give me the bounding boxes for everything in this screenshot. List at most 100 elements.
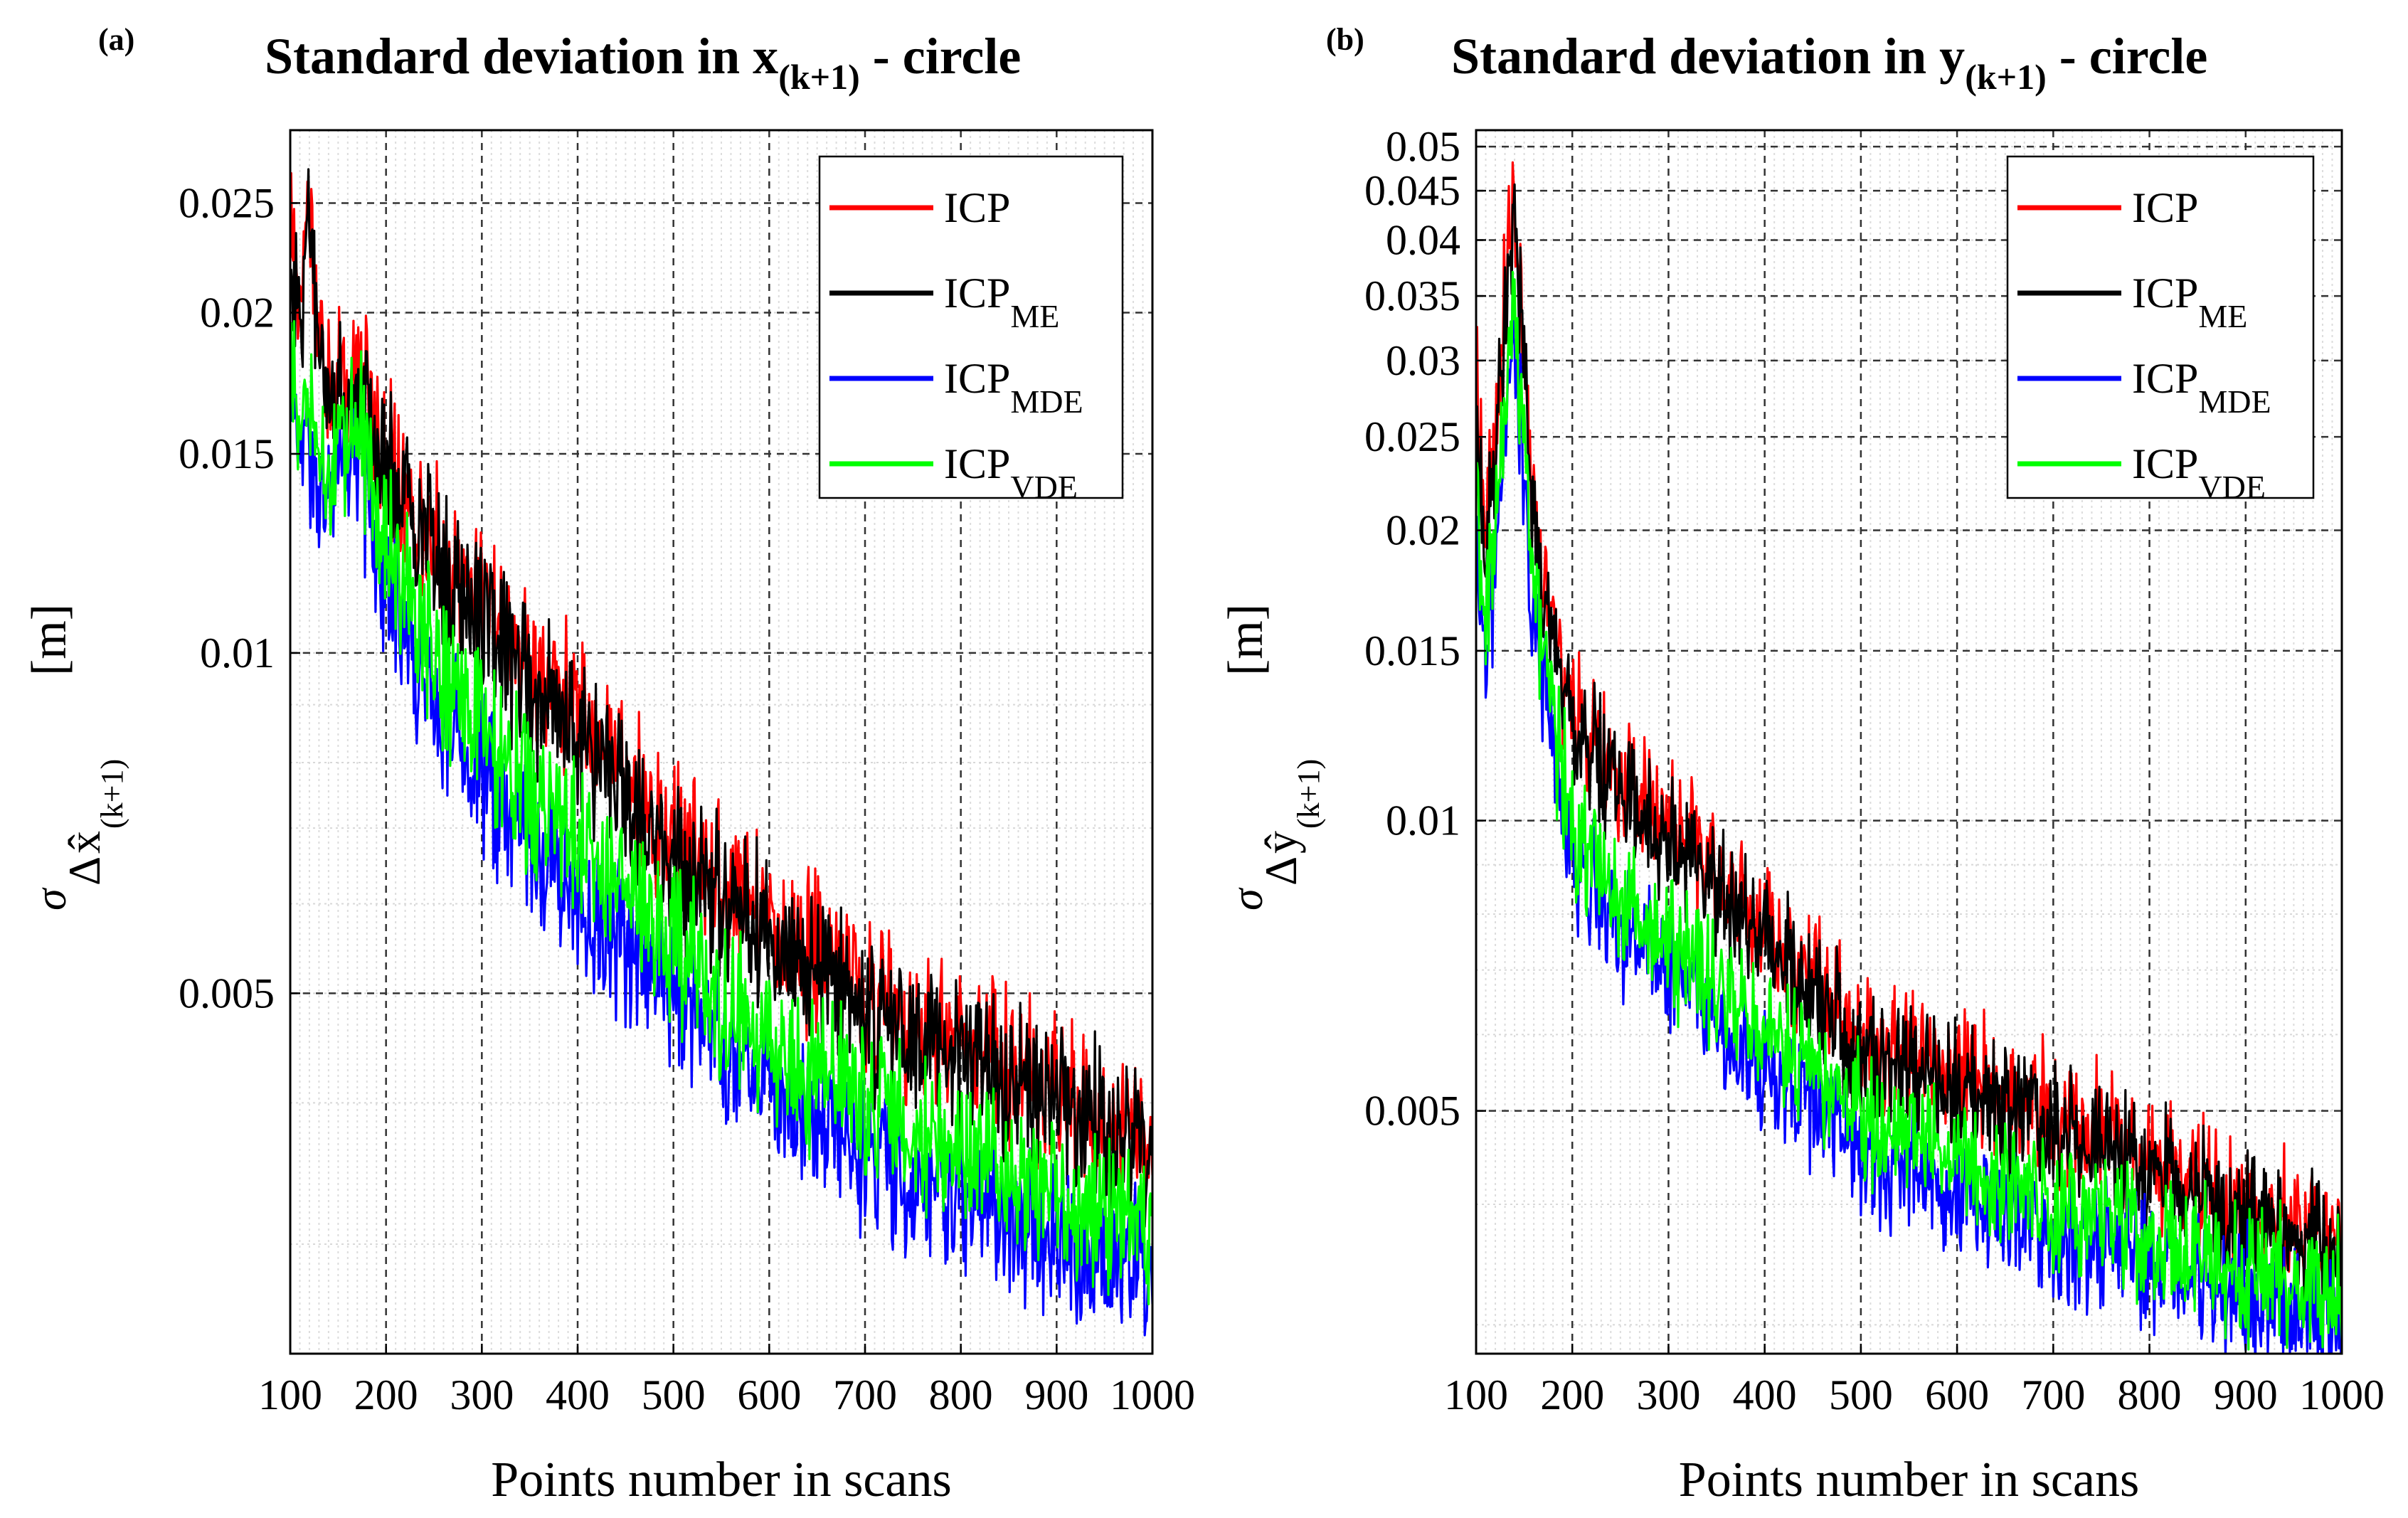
legend-label: ICPVDE [2132, 440, 2266, 505]
x-tick-label: 400 [546, 1371, 610, 1418]
y-tick-label: 0.01 [200, 630, 275, 676]
y-axis: 0.005 0.01 0.015 0.02 0.025 [179, 179, 300, 1017]
legend-label-base: ICP [2132, 355, 2198, 402]
x-tick-label: 800 [929, 1371, 993, 1418]
y-tick-label: 0.005 [1364, 1088, 1460, 1135]
chart-title-sub: (k+1) [778, 57, 860, 97]
x-tick-label: 700 [2021, 1371, 2085, 1418]
legend-label-base: ICP [944, 440, 1010, 487]
x-tick-label: 300 [1636, 1371, 1700, 1418]
x-axis-label: Points number in scans [1679, 1453, 2139, 1507]
legend-label-base: ICP [944, 184, 1010, 231]
chart-title-tail: - circle [859, 28, 1022, 85]
y-label-sigma: σ [27, 887, 75, 911]
x-axis: 100 200 300 400 500 600 700 800 900 1000 [258, 1344, 1195, 1418]
legend-label-subscript: VDE [2198, 469, 2266, 505]
y-tick-label: 0.05 [1386, 123, 1460, 170]
chart-title: Standard deviation in y(k+1) - circle [1451, 27, 2208, 97]
series-line-icp-vde [290, 320, 1152, 1305]
plot-area-frame [1475, 129, 2343, 1355]
chart-panel-a: (a) Standard deviation in x(k+1) - circl… [22, 22, 1195, 1507]
y-label-subscript: (k+1) [95, 759, 129, 829]
plot-area-frame [289, 129, 1154, 1355]
chart-title: Standard deviation in x(k+1) - circle [265, 27, 1022, 97]
y-tick-label: 0.025 [1364, 413, 1460, 460]
x-tick-label: 900 [2214, 1371, 2278, 1418]
x-tick-label: 1000 [1110, 1371, 1195, 1418]
x-tick-label: 200 [1540, 1371, 1604, 1418]
legend-label: ICPVDE [944, 440, 1078, 505]
chart-title-main: Standard deviation in x [265, 28, 779, 85]
chart-title-tail: - circle [2046, 28, 2208, 85]
y-tick-label: 0.02 [200, 289, 275, 336]
chart-svg: 100 200 300 400 500 600 700 800 900 1000 0.005 0.01… [22, 129, 1195, 1507]
series-line-icp-me [1476, 183, 2342, 1315]
y-axis: 0.005 0.01 0.015 0.02 0.025 0.03 0.035 0.040.04… [1364, 123, 1486, 1135]
chart-title-main: Standard deviation in y [1451, 28, 1966, 85]
y-label-sigma: σ [1224, 887, 1272, 911]
y-label-unit: [m] [22, 604, 77, 676]
legend-label-subscript: MDE [1010, 383, 1083, 420]
legend-box [818, 155, 1124, 499]
y-tick-label: 0.03 [1386, 337, 1460, 384]
x-tick-label: 1000 [2299, 1371, 2385, 1418]
series-line-icp-me [290, 168, 1152, 1228]
series-line-icp-vde [1476, 270, 2342, 1351]
y-label-variable: ŷ [1256, 831, 1306, 854]
y-label-subscript: (k+1) [1291, 759, 1326, 829]
x-tick-label: 200 [354, 1371, 418, 1418]
y-tick-label: 0.015 [1364, 627, 1460, 674]
series-group [290, 168, 1152, 1337]
y-tick-label: 0.02 [1386, 507, 1460, 554]
x-tick-label: 400 [1733, 1371, 1797, 1418]
x-axis: 100 200 300 400 500 600 700 800 900 1000 [1444, 1344, 2385, 1418]
panel-label: (a) [98, 22, 135, 57]
x-tick-label: 100 [258, 1371, 322, 1418]
chart-title-sub: (k+1) [1965, 57, 2047, 97]
y-label-variable: x̂ [59, 831, 110, 854]
chart-panel-b: (b) Standard deviation in y(k+1) - circl… [1204, 0, 2408, 1518]
legend-label-base: ICP [2132, 184, 2198, 231]
x-tick-label: 800 [2118, 1371, 2182, 1418]
x-tick-label: 500 [642, 1371, 706, 1418]
y-label-delta: Δ [1256, 856, 1306, 886]
y-axis-label: σΔŷ(k+1) [m] [1219, 604, 1326, 911]
legend-label-subscript: MDE [2198, 383, 2271, 420]
x-tick-label: 300 [450, 1371, 514, 1418]
chart-svg: 100 200 300 400 500 600 700 800 900 1000 0.005 0.01… [1219, 123, 2385, 1507]
legend-label: ICPME [2132, 270, 2247, 334]
y-tick-label: 0.035 [1364, 272, 1460, 319]
x-tick-label: 500 [1829, 1371, 1893, 1418]
y-tick-label: 0.045 [1364, 167, 1460, 214]
legend-label-base: ICP [944, 270, 1010, 317]
series-group [1476, 161, 2342, 1354]
legend-label: ICP [2132, 184, 2198, 231]
panel-label: (b) [1326, 22, 1364, 57]
y-label-unit: [m] [1219, 604, 1273, 676]
y-label-delta: Δ [59, 856, 110, 886]
x-tick-label: 900 [1024, 1371, 1088, 1418]
legend-label-subscript: ME [1010, 298, 1059, 334]
legend-label: ICP [944, 184, 1010, 231]
legend-label: ICPME [944, 270, 1059, 334]
y-axis-label: σΔx̂(k+1) [m] [22, 604, 129, 911]
y-tick-label: 0.005 [179, 970, 275, 1017]
legend-label: ICPMDE [944, 355, 1083, 420]
x-tick-label: 100 [1444, 1371, 1508, 1418]
legend-label-base: ICP [944, 355, 1010, 402]
legend-label-base: ICP [2132, 270, 2198, 317]
legend-label-base: ICP [2132, 440, 2198, 487]
y-tick-label: 0.015 [179, 430, 275, 477]
legend-label-subscript: ME [2198, 298, 2247, 334]
x-axis-label: Points number in scans [491, 1453, 951, 1507]
x-tick-label: 600 [737, 1371, 801, 1418]
y-tick-label: 0.025 [179, 179, 275, 226]
y-tick-label: 0.01 [1386, 797, 1460, 844]
y-tick-label: 0.04 [1386, 216, 1460, 263]
legend-label: ICPMDE [2132, 355, 2271, 420]
legend-label-subscript: VDE [1010, 469, 1078, 505]
legend-box [2006, 155, 2315, 499]
x-tick-label: 600 [1925, 1371, 1989, 1418]
